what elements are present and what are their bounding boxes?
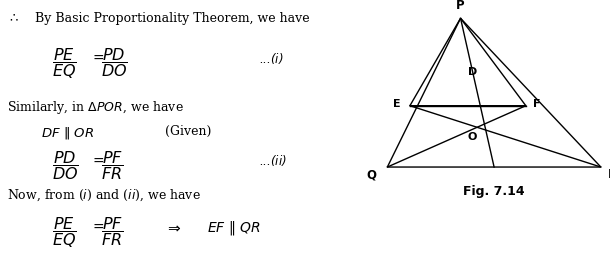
- Text: $\mathit{DF}$ $\|$ $\mathit{OR}$: $\mathit{DF}$ $\|$ $\mathit{OR}$: [41, 125, 95, 141]
- Text: $\dfrac{PF}{FR}$: $\dfrac{PF}{FR}$: [101, 215, 123, 248]
- Text: F: F: [533, 99, 540, 109]
- Text: $\dfrac{PD}{DO}$: $\dfrac{PD}{DO}$: [52, 149, 79, 182]
- Text: Q: Q: [367, 168, 376, 181]
- Text: By Basic Proportionality Theorem, we have: By Basic Proportionality Theorem, we hav…: [35, 12, 310, 25]
- Text: $\mathit{EF}$ $\|$ $\mathit{QR}$: $\mathit{EF}$ $\|$ $\mathit{QR}$: [207, 219, 261, 237]
- Text: Similarly, in $\Delta$$\mathit{POR}$, we have: Similarly, in $\Delta$$\mathit{POR}$, we…: [7, 99, 184, 116]
- Text: Now, from ($\mathit{i}$) and ($\mathit{ii}$), we have: Now, from ($\mathit{i}$) and ($\mathit{i…: [7, 188, 201, 203]
- Text: $\dfrac{PD}{DO}$: $\dfrac{PD}{DO}$: [101, 46, 127, 79]
- Text: $=$: $=$: [90, 50, 105, 64]
- Text: ...(${ii}$): ...(${ii}$): [259, 153, 287, 168]
- Text: E: E: [393, 99, 401, 109]
- Text: $=$: $=$: [90, 219, 105, 233]
- Text: R: R: [608, 168, 610, 181]
- Text: $\dfrac{PF}{FR}$: $\dfrac{PF}{FR}$: [101, 149, 123, 182]
- Text: $\dfrac{PE}{EQ}$: $\dfrac{PE}{EQ}$: [52, 46, 76, 81]
- Text: $=$: $=$: [90, 153, 105, 167]
- Text: (Given): (Given): [165, 125, 211, 138]
- Text: $\Rightarrow$: $\Rightarrow$: [165, 219, 182, 234]
- Text: Fig. 7.14: Fig. 7.14: [463, 185, 525, 198]
- Text: $\dfrac{PE}{EQ}$: $\dfrac{PE}{EQ}$: [52, 215, 76, 250]
- Text: D: D: [468, 67, 477, 77]
- Text: $\therefore$: $\therefore$: [7, 12, 20, 25]
- Text: ...(${i}$): ...(${i}$): [259, 51, 284, 66]
- Text: O: O: [468, 132, 477, 142]
- Text: P: P: [456, 0, 465, 12]
